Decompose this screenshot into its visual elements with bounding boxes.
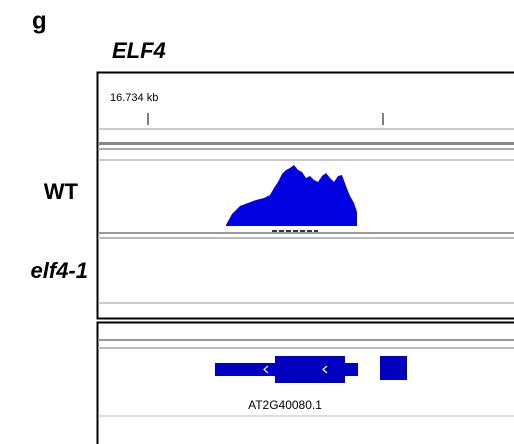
gene-utr bbox=[215, 363, 277, 376]
gene-title: ELF4 bbox=[112, 38, 166, 63]
panel-frame bbox=[96, 321, 514, 444]
coverage-peak bbox=[226, 165, 357, 226]
gene-exon bbox=[380, 356, 407, 380]
track-label: elf4-1 bbox=[31, 258, 88, 283]
panel-label: g bbox=[32, 7, 47, 34]
divider bbox=[98, 232, 514, 234]
ruler-label: 16.734 kb bbox=[110, 92, 158, 104]
strand-arrow bbox=[263, 365, 269, 374]
gene-utr bbox=[344, 363, 358, 376]
divider bbox=[98, 148, 514, 150]
divider bbox=[98, 237, 514, 239]
coverage-panel: 16.734 kb bbox=[96, 71, 514, 320]
divider bbox=[98, 339, 514, 341]
divider bbox=[98, 142, 514, 145]
transcript-label: AT2G40080.1 bbox=[248, 398, 322, 412]
strand-arrow bbox=[322, 365, 328, 374]
track-label: WT bbox=[44, 179, 79, 204]
annotation-panel: AT2G40080.1 bbox=[96, 321, 514, 444]
divider bbox=[98, 347, 514, 349]
gene-exon bbox=[275, 356, 345, 383]
